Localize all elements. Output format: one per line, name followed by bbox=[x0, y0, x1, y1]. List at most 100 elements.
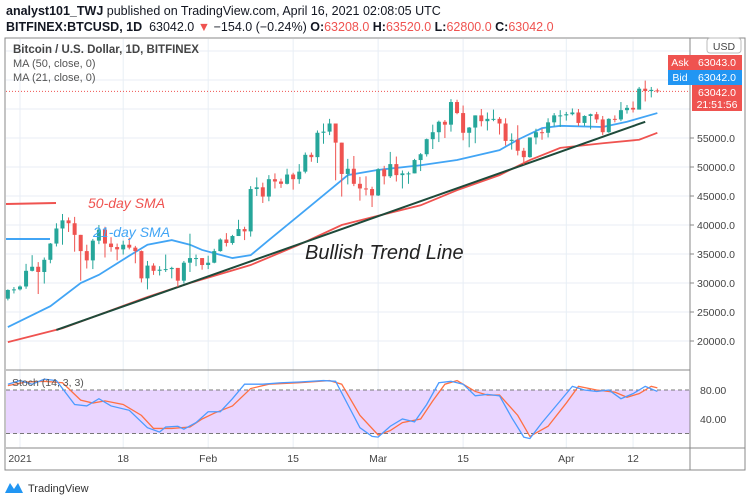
candle-body bbox=[96, 229, 101, 241]
candle-body bbox=[485, 118, 490, 122]
close-label: C: bbox=[495, 20, 509, 34]
candle-body bbox=[60, 220, 65, 229]
candle-body bbox=[357, 183, 362, 189]
candle bbox=[455, 99, 460, 115]
low-label: L: bbox=[434, 20, 447, 34]
chart-frame bbox=[4, 37, 746, 471]
price-tick-label: 35000.0 bbox=[697, 249, 735, 261]
candle-body bbox=[236, 229, 241, 237]
publish-text: published on TradingView.com, April 16, … bbox=[103, 4, 441, 18]
candle-body bbox=[291, 174, 296, 180]
candle-body bbox=[370, 189, 375, 196]
candle-body bbox=[297, 171, 302, 180]
candle bbox=[594, 111, 599, 123]
candle bbox=[115, 243, 120, 261]
candle bbox=[109, 237, 114, 252]
candle-body bbox=[248, 189, 253, 232]
stoch-tick-label: 80.00 bbox=[700, 385, 726, 397]
candle bbox=[497, 117, 502, 135]
candle bbox=[90, 238, 95, 270]
high-label: H: bbox=[372, 20, 386, 34]
stoch-d-line bbox=[7, 379, 658, 438]
candle-body bbox=[345, 168, 350, 174]
candle bbox=[145, 260, 150, 290]
tradingview-logo[interactable]: TradingView bbox=[5, 483, 89, 495]
candle bbox=[576, 109, 581, 126]
publish-info: analyst101_TWJ published on TradingView.… bbox=[6, 4, 441, 18]
candle-body bbox=[649, 89, 654, 92]
candle-body bbox=[279, 181, 284, 184]
candle bbox=[66, 217, 71, 232]
candle bbox=[266, 175, 271, 202]
time-tick-label: Feb bbox=[199, 453, 217, 465]
stoch-k-line bbox=[7, 378, 658, 440]
candle bbox=[163, 254, 168, 272]
candle bbox=[637, 86, 642, 110]
candle bbox=[412, 158, 417, 174]
stoch-band bbox=[6, 390, 690, 434]
candle bbox=[11, 287, 16, 294]
candle-body bbox=[18, 286, 22, 290]
candle-body bbox=[351, 168, 356, 184]
ask-price: 63043.0 bbox=[698, 57, 736, 69]
candle bbox=[448, 99, 453, 132]
price-tick-label: 20000.0 bbox=[697, 336, 735, 348]
usd-badge: USD bbox=[706, 37, 742, 54]
candle bbox=[24, 263, 29, 289]
candle-body bbox=[582, 115, 587, 123]
candle bbox=[612, 115, 617, 123]
candle-body bbox=[36, 266, 41, 272]
open-label: O: bbox=[310, 20, 325, 34]
candle bbox=[570, 108, 575, 116]
candle-body bbox=[606, 118, 611, 133]
candle-body bbox=[461, 113, 466, 133]
candle-body bbox=[333, 123, 338, 143]
candle-body bbox=[24, 270, 29, 287]
candle bbox=[285, 168, 290, 185]
last-price: 63042.0 bbox=[149, 20, 195, 34]
candle-body bbox=[260, 187, 265, 197]
candle-body bbox=[78, 234, 83, 252]
candle-body bbox=[121, 244, 126, 250]
last-price-label: 63042.0 21:51:56 bbox=[692, 85, 742, 111]
candle bbox=[157, 266, 162, 276]
candle bbox=[376, 168, 381, 196]
candle-body bbox=[503, 123, 508, 141]
candle-body bbox=[400, 173, 405, 176]
time-tick-label: 15 bbox=[287, 453, 299, 465]
time-tick-label: Apr bbox=[558, 453, 575, 465]
tradingview-brand: TradingView bbox=[28, 483, 89, 495]
candle-body bbox=[546, 122, 551, 133]
candle-body bbox=[436, 121, 441, 133]
candle bbox=[546, 118, 551, 138]
ask-text: Ask bbox=[671, 57, 689, 69]
price-tick-label: 30000.0 bbox=[697, 278, 735, 290]
candle bbox=[194, 254, 199, 267]
candle-body bbox=[394, 164, 399, 176]
bid-label: Bid 63042.0 bbox=[668, 70, 742, 85]
candle-body bbox=[576, 112, 581, 123]
candle bbox=[327, 118, 332, 136]
author-name[interactable]: analyst101_TWJ bbox=[6, 4, 104, 18]
candle-body bbox=[473, 115, 478, 128]
candle bbox=[291, 172, 296, 190]
candle-body bbox=[643, 88, 648, 92]
candle bbox=[84, 244, 89, 269]
candle bbox=[254, 177, 259, 196]
candle bbox=[236, 219, 241, 237]
candle bbox=[60, 213, 65, 245]
candle bbox=[303, 152, 308, 174]
candle-body bbox=[175, 267, 180, 281]
candle bbox=[400, 170, 405, 189]
candle bbox=[527, 137, 532, 158]
candle bbox=[406, 171, 411, 184]
candle bbox=[187, 233, 192, 272]
candle-body bbox=[72, 223, 77, 235]
down-triangle-icon: ▼ bbox=[197, 20, 211, 34]
candle bbox=[533, 128, 538, 145]
candle-body bbox=[424, 139, 429, 155]
candle bbox=[540, 128, 545, 140]
stoch-tick-label: 40.00 bbox=[700, 414, 726, 426]
candle-body bbox=[303, 154, 308, 172]
